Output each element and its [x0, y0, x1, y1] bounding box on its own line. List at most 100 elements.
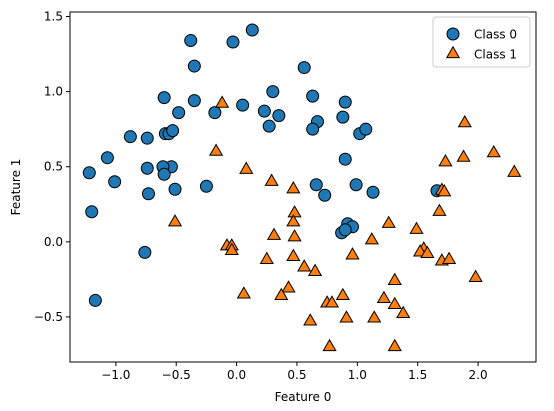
x-axis-label: Feature 0 — [275, 390, 332, 404]
class-0-point — [157, 167, 171, 181]
class-1-point — [339, 310, 354, 323]
class-1-point — [438, 154, 453, 167]
class-1-point — [286, 181, 301, 194]
class-1-point — [381, 215, 396, 228]
class-0-point — [172, 106, 186, 120]
legend-label: Class 1 — [474, 48, 517, 62]
class-0-point — [306, 89, 320, 103]
class-0-point — [318, 188, 332, 202]
class-0-point — [187, 59, 201, 73]
class-0-point — [226, 35, 240, 49]
class-1-point — [224, 242, 239, 255]
class-1-point — [387, 296, 402, 310]
class-0-point — [338, 223, 352, 237]
class-0-point — [266, 85, 280, 99]
class-0-point — [168, 182, 182, 196]
y-axis-label: Feature 1 — [9, 159, 23, 216]
legend-entry: Class 1 — [445, 45, 517, 62]
class-1-point — [456, 149, 471, 162]
class-0-point — [138, 245, 152, 259]
class-1-point — [387, 338, 402, 352]
class-1-point — [322, 338, 337, 352]
legend-marker — [446, 27, 460, 41]
class-0-point — [349, 178, 363, 192]
class-0-point — [166, 124, 180, 138]
class-0-point — [236, 98, 250, 112]
class-1-point — [486, 145, 501, 158]
class-1-point — [437, 184, 452, 197]
class-1-point — [457, 114, 472, 128]
x-tick-label: −1.0 — [101, 368, 130, 382]
class-0-point — [82, 166, 96, 180]
class-1-point — [307, 263, 323, 276]
class-1-point — [324, 295, 340, 308]
axes — [69, 11, 537, 363]
y-tick-label: −0.5 — [34, 310, 63, 324]
class-0-point — [199, 179, 213, 193]
class-0-point — [140, 131, 154, 145]
x-tick-label: 0.5 — [287, 368, 306, 382]
class-0-point — [257, 104, 271, 118]
class-0-point — [262, 119, 276, 133]
legend-entry: Class 0 — [446, 27, 517, 42]
y-tick-label: 0.0 — [44, 235, 63, 249]
series-0 — [82, 23, 444, 307]
class-0-point — [184, 34, 198, 48]
class-0-point — [85, 205, 99, 219]
class-0-point — [306, 122, 320, 136]
class-0-point — [359, 122, 373, 136]
class-0-point — [338, 95, 352, 109]
class-1-point — [286, 248, 301, 261]
class-1-point — [396, 305, 411, 319]
class-1-point — [266, 227, 282, 240]
class-1-point — [468, 269, 483, 282]
class-1-point — [387, 272, 402, 285]
class-1-point — [286, 214, 301, 227]
class-0-point — [187, 94, 201, 108]
class-1-point — [215, 95, 230, 108]
x-axis-ticks: −1.0 −0.5 0.0 0.5 1.0 1.5 2.0 — [101, 362, 488, 382]
class-1-point — [409, 221, 424, 234]
class-1-point — [274, 287, 289, 301]
y-tick-label: 1.5 — [44, 10, 63, 24]
legend: Class 0 Class 1 — [432, 16, 531, 68]
x-tick-label: −0.5 — [162, 368, 191, 382]
class-1-point — [345, 247, 360, 260]
x-tick-label: 2.0 — [469, 368, 488, 382]
class-0-point — [108, 175, 122, 189]
class-1-point — [259, 251, 274, 264]
class-0-point — [141, 187, 155, 201]
class-1-point — [420, 245, 435, 258]
class-1-point — [297, 259, 312, 272]
class-0-point — [100, 151, 114, 165]
class-0-point — [309, 178, 323, 192]
class-0-point — [297, 61, 311, 75]
class-1-point — [287, 229, 302, 242]
axes-frame — [69, 11, 537, 363]
class-0-point — [338, 152, 352, 166]
class-1-point — [432, 203, 447, 216]
class-1-point — [167, 214, 183, 227]
y-axis-ticks: −0.5 0.0 0.5 1.0 1.5 — [34, 10, 70, 324]
class-1-point — [507, 164, 522, 177]
legend-label: Class 0 — [474, 28, 517, 42]
series-1 — [167, 95, 522, 352]
x-tick-label: 1.5 — [408, 368, 427, 382]
class-1-point — [264, 173, 279, 186]
class-1-point — [303, 313, 318, 326]
class-1-point — [208, 143, 224, 156]
class-0-point — [157, 91, 171, 105]
class-0-point — [245, 23, 259, 37]
class-1-point — [281, 280, 296, 293]
y-tick-label: 1.0 — [44, 85, 63, 99]
x-tick-label: 1.0 — [348, 368, 367, 382]
class-1-point — [364, 232, 379, 245]
class-0-point — [366, 185, 380, 199]
class-0-point — [272, 109, 286, 123]
class-0-point — [123, 130, 137, 144]
class-1-point — [376, 290, 391, 304]
class-1-point — [441, 251, 457, 264]
class-0-point — [88, 293, 102, 307]
class-1-point — [239, 161, 254, 174]
